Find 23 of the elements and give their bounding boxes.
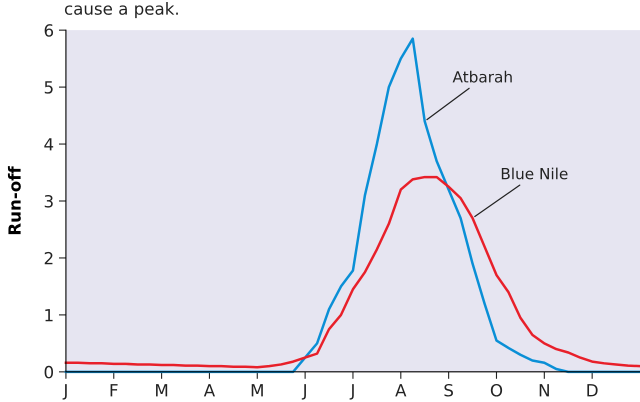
x-tick-label: O xyxy=(490,384,502,397)
y-tick-label: 3 xyxy=(44,194,53,208)
y-tick-label: 0 xyxy=(44,366,54,378)
x-tick-label: S xyxy=(444,384,453,397)
y-tick-label: 5 xyxy=(44,81,53,94)
x-tick-label: D xyxy=(587,384,598,396)
y-tick-label: 2 xyxy=(44,252,52,264)
x-tick-label: M xyxy=(156,384,168,396)
x-tick-label: F xyxy=(110,384,118,396)
x-tick-label: M xyxy=(252,384,263,396)
y-tick-label: 4 xyxy=(44,138,54,150)
text: Blue Nile xyxy=(502,168,568,180)
y-axis-title: Run-off xyxy=(8,166,21,234)
x-tick-label: J xyxy=(62,384,67,400)
x-tick-label: N xyxy=(540,384,549,396)
y-tick-label: 1 xyxy=(45,309,53,322)
y-tick-label: 6 xyxy=(44,24,54,37)
text: cause a peak. xyxy=(64,2,178,18)
x-tick-label: J xyxy=(350,384,354,400)
x-tick-label: A xyxy=(204,384,216,396)
text: Atbarah xyxy=(452,70,512,83)
x-tick-label: A xyxy=(395,384,406,396)
x-tick-label: J xyxy=(302,384,306,400)
